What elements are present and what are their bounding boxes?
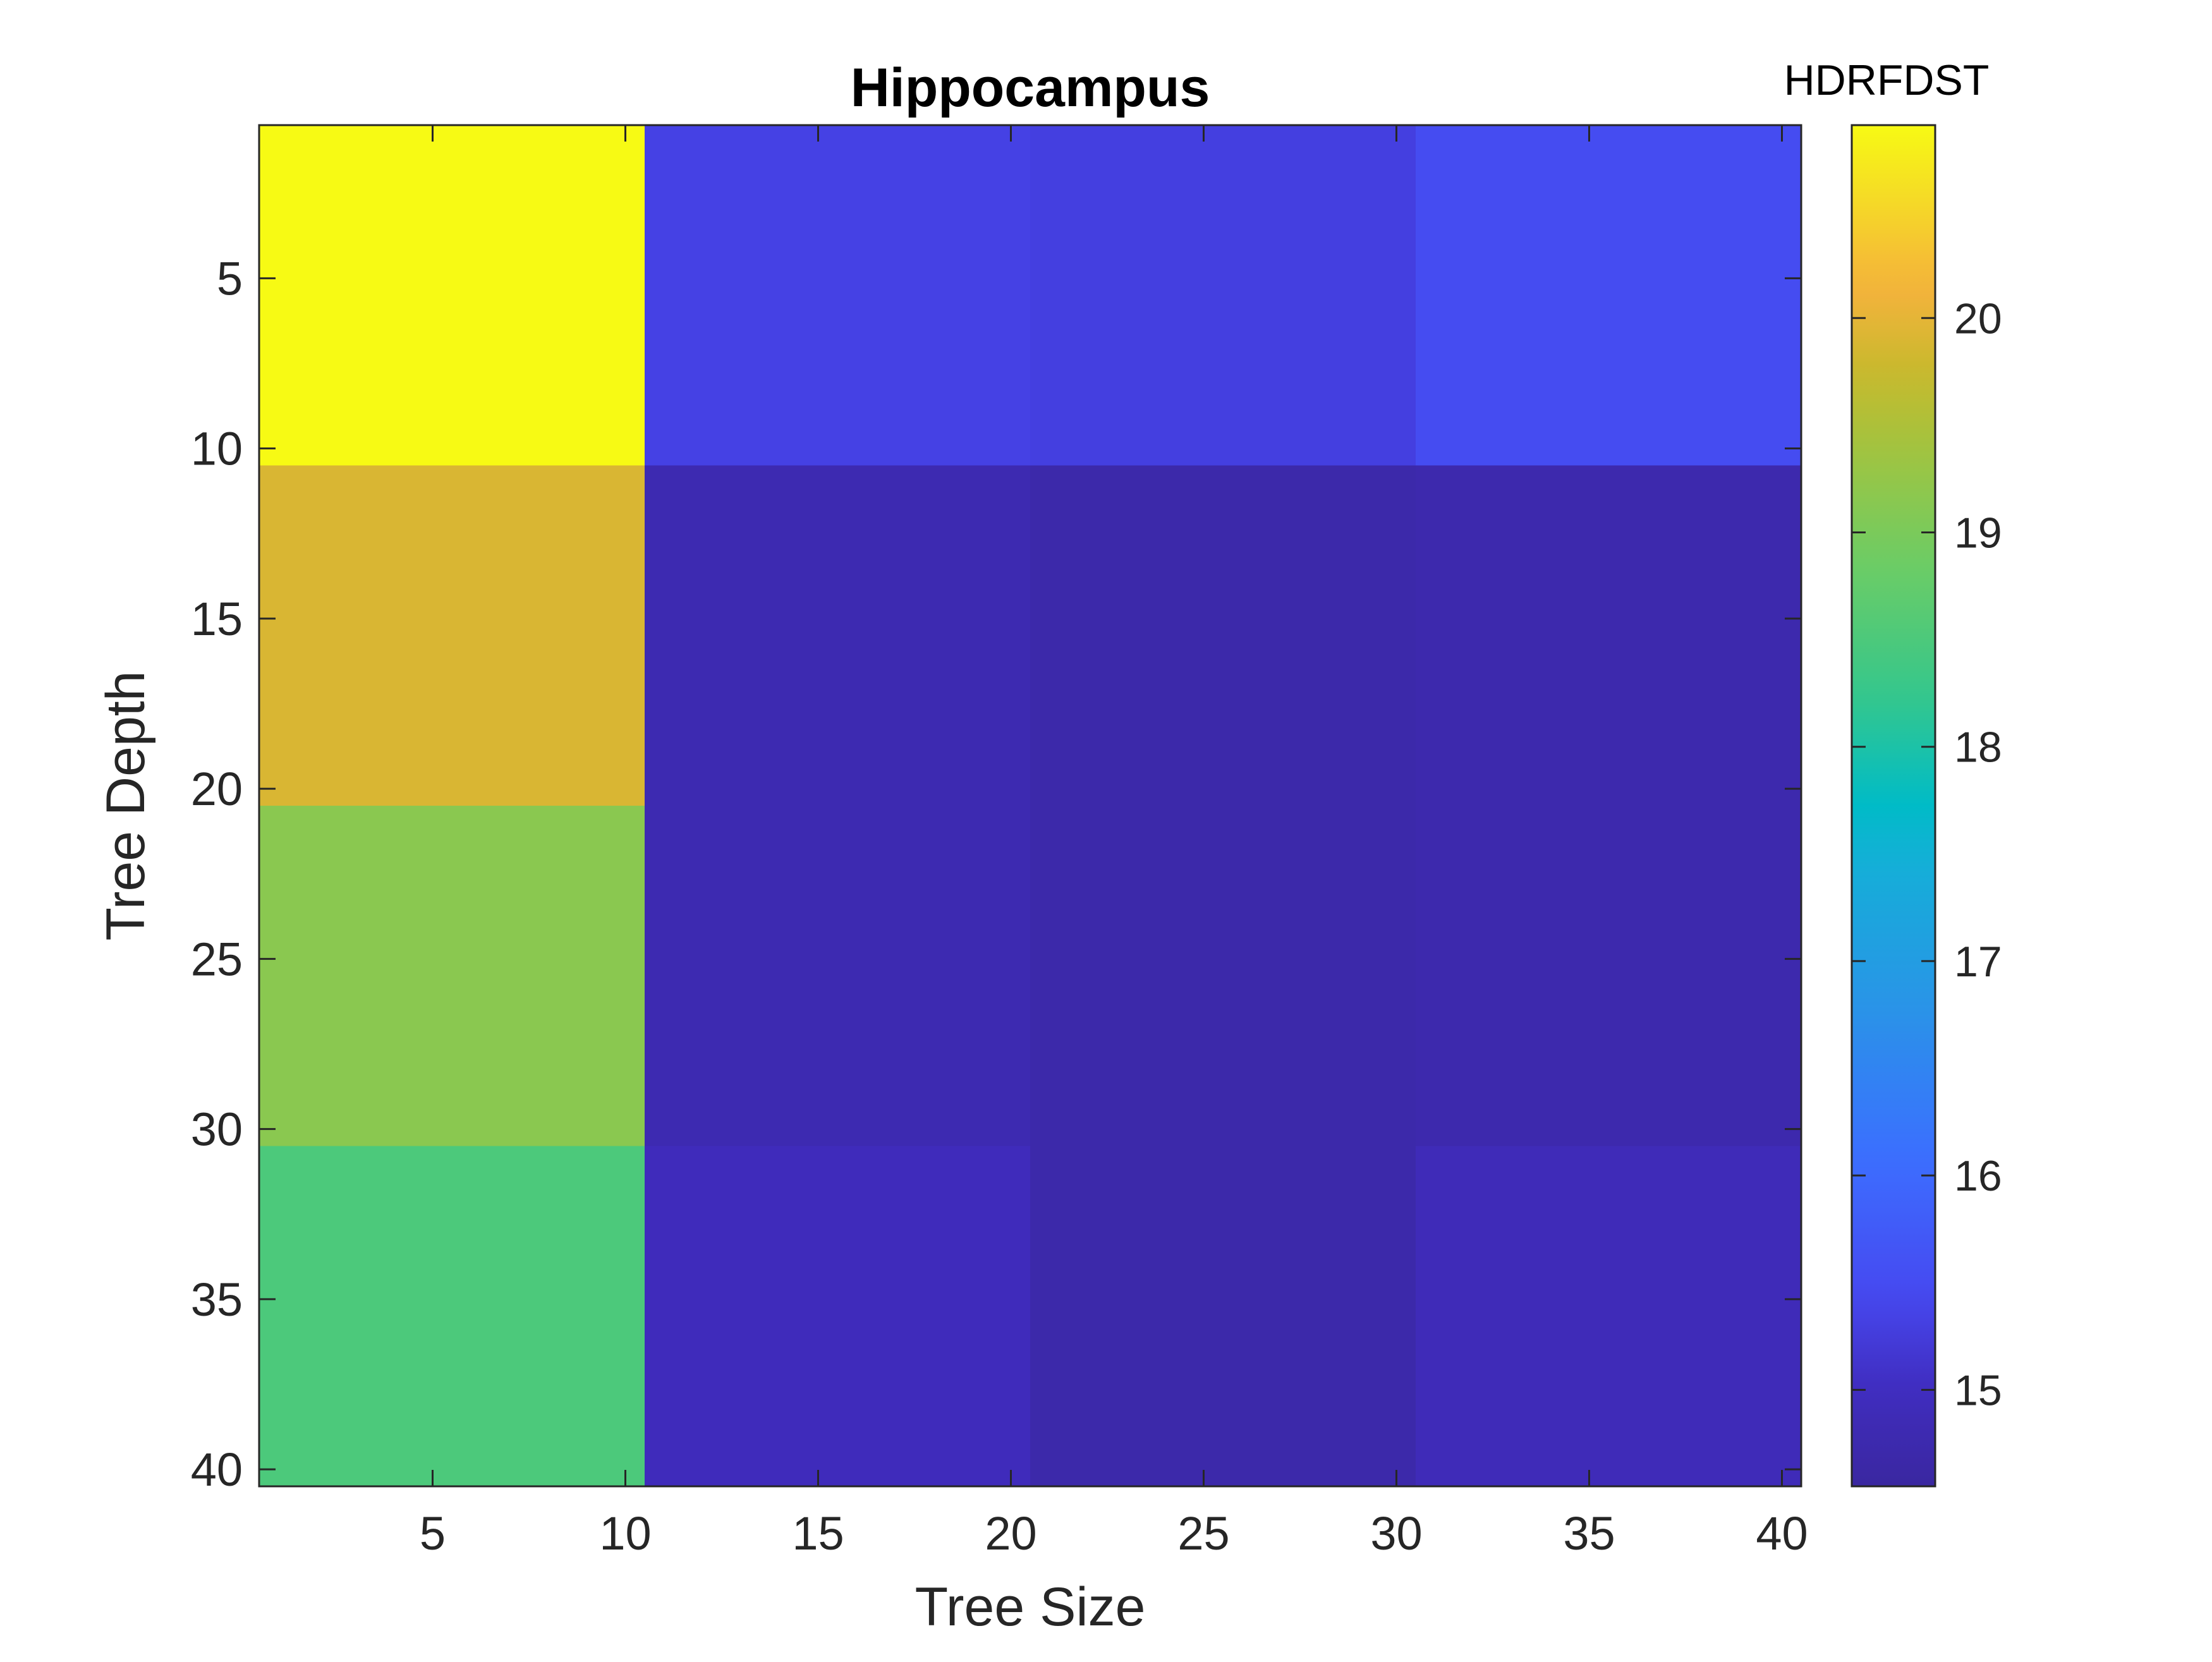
heatmap-cell — [1416, 125, 1802, 466]
heatmap-cell — [1416, 465, 1802, 806]
colorbar-ticks: 15 16 17 18 19 20 — [1852, 294, 2002, 1414]
y-tick-label: 35 — [191, 1273, 243, 1326]
heatmap-cell — [1416, 1146, 1802, 1487]
heatmap-cell — [1030, 1146, 1416, 1487]
heatmap-cells — [259, 125, 1802, 1487]
colorbar-tick-label: 18 — [1954, 724, 2002, 772]
y-tick-label: 20 — [191, 763, 243, 815]
y-tick-label: 10 — [191, 423, 243, 475]
colorbar-tick-label: 16 — [1954, 1152, 2002, 1200]
heatmap-cell — [645, 1146, 1031, 1487]
heatmap-cell — [1416, 806, 1802, 1147]
y-tick-label: 25 — [191, 933, 243, 985]
x-tick-label: 5 — [420, 1507, 446, 1560]
x-tick-label: 25 — [1177, 1507, 1229, 1560]
heatmap-cell — [259, 806, 645, 1147]
y-axis-label: Tree Depth — [95, 670, 156, 940]
y-tick-label: 15 — [191, 593, 243, 645]
y-tick-label: 40 — [191, 1443, 243, 1496]
x-tick-label: 40 — [1756, 1507, 1808, 1560]
heatmap-cell — [259, 125, 645, 466]
heatmap-cell — [645, 806, 1031, 1147]
colorbar-gradient — [1850, 124, 1936, 1488]
x-tick-label: 10 — [599, 1507, 651, 1560]
axis-ticks: 5 10 15 20 25 30 35 40 5 10 15 20 25 30 35 40 — [191, 125, 1808, 1560]
colorbar: 15 16 17 18 19 20 HDRFDST — [1784, 56, 2002, 1488]
heatmap-cell — [259, 465, 645, 806]
x-tick-label: 15 — [792, 1507, 844, 1560]
x-tick-label: 20 — [985, 1507, 1036, 1560]
colorbar-tick-label: 17 — [1954, 938, 2002, 986]
y-tick-label: 30 — [191, 1103, 243, 1156]
plot-area-border — [258, 124, 1802, 1488]
colorbar-tick-label: 20 — [1954, 294, 2002, 343]
y-tick-label: 5 — [217, 252, 243, 305]
heatmap-cell — [1030, 125, 1416, 466]
x-axis-label: Tree Size — [915, 1577, 1146, 1637]
heatmap-cell — [645, 465, 1031, 806]
x-tick-label: 35 — [1563, 1507, 1615, 1560]
x-tick-label: 30 — [1370, 1507, 1422, 1560]
heatmap-cell — [259, 1146, 645, 1487]
colorbar-tick-label: 15 — [1954, 1366, 2002, 1414]
chart-title: Hippocampus — [851, 58, 1210, 118]
colorbar-tick-label: 19 — [1954, 509, 2002, 557]
heatmap-cell — [645, 125, 1031, 466]
heatmap-cell — [1030, 806, 1416, 1147]
colorbar-label: HDRFDST — [1784, 56, 1990, 104]
heatmap-cell — [1030, 465, 1416, 806]
